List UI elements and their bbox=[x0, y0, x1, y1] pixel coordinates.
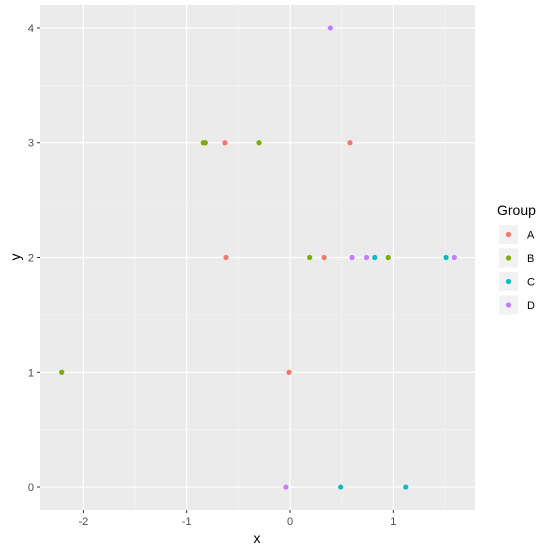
point-group-a bbox=[223, 254, 229, 261]
point-group-a bbox=[222, 140, 228, 146]
legend-label-c: C bbox=[527, 277, 535, 289]
x-tick-label: 0 bbox=[287, 516, 293, 528]
x-tick-label: -2 bbox=[79, 516, 89, 528]
x-axis-title: x bbox=[254, 530, 261, 546]
legend-key-point bbox=[505, 302, 512, 308]
y-tick-label: 3 bbox=[28, 138, 34, 150]
data-points bbox=[59, 25, 457, 490]
plot-panel bbox=[40, 5, 475, 510]
point-group-b bbox=[385, 254, 391, 261]
point-group-d bbox=[327, 25, 333, 31]
point-group-c bbox=[338, 484, 344, 490]
point-group-b bbox=[202, 140, 208, 146]
point-group-b bbox=[307, 254, 313, 261]
point-group-c bbox=[403, 484, 409, 490]
point-group-c bbox=[443, 254, 449, 261]
legend-label-d: D bbox=[527, 300, 535, 312]
x-tick-label: -1 bbox=[182, 516, 192, 528]
point-group-d bbox=[349, 254, 355, 261]
legend-label-b: B bbox=[527, 253, 534, 265]
point-group-d bbox=[283, 484, 289, 490]
point-group-a bbox=[321, 254, 327, 261]
y-axis-title: y bbox=[7, 254, 23, 261]
point-group-c bbox=[372, 254, 378, 261]
axis-ticks: -2 -1 0 1 0 1 2 3 4 bbox=[28, 23, 397, 528]
legend-key-point bbox=[505, 255, 512, 261]
point-group-d bbox=[363, 254, 370, 261]
y-tick-label: 2 bbox=[28, 253, 34, 265]
point-group-b bbox=[256, 140, 262, 146]
y-tick-label: 4 bbox=[28, 23, 34, 35]
y-tick-label: 1 bbox=[28, 367, 34, 379]
legend-title: Group bbox=[497, 202, 536, 218]
legend-label-a: A bbox=[527, 230, 535, 242]
legend-key-point bbox=[505, 231, 512, 238]
point-group-d bbox=[451, 254, 457, 261]
point-group-a bbox=[347, 140, 353, 146]
x-tick-label: 1 bbox=[390, 516, 396, 528]
y-tick-label: 0 bbox=[28, 482, 34, 494]
point-group-b bbox=[59, 369, 65, 375]
legend-key-point bbox=[505, 278, 512, 285]
point-group-a bbox=[286, 369, 292, 375]
